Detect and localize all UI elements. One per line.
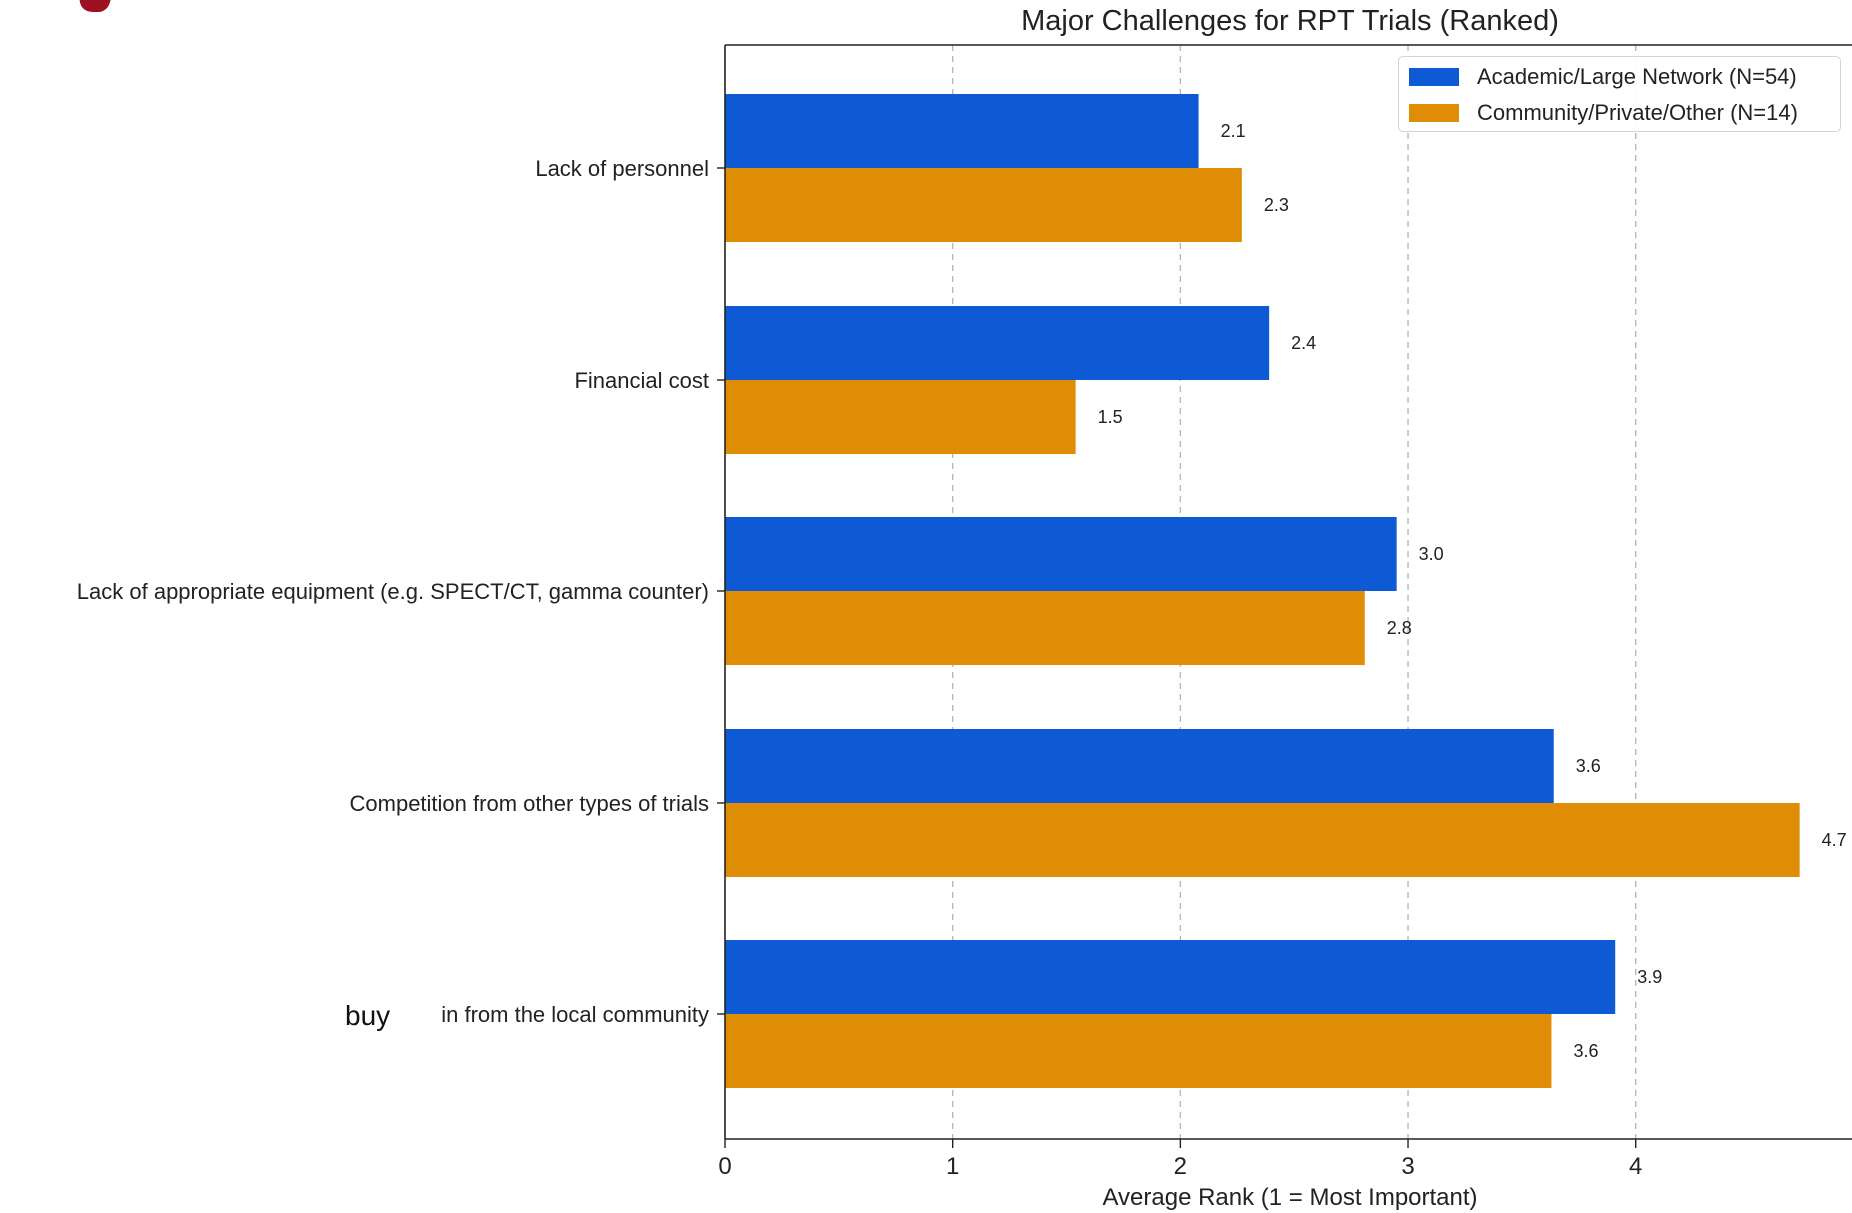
- legend-item-community: Community/Private/Other (N=14): [1409, 99, 1798, 127]
- category-prefix-overlay: buy: [345, 1000, 390, 1031]
- y-category-label-0: Lack of personnel: [535, 156, 709, 181]
- data-label-community-1: 1.5: [1098, 407, 1123, 427]
- y-category-label-1: Financial cost: [574, 368, 709, 393]
- bar-community-2: [725, 591, 1365, 665]
- bar-community-3: [725, 803, 1800, 877]
- chart-title: Major Challenges for RPT Trials (Ranked): [1021, 5, 1559, 37]
- bar-academic-3: [725, 729, 1554, 803]
- x-axis-label: Average Rank (1 = Most Important): [1102, 1184, 1477, 1211]
- bar-academic-2: [725, 517, 1397, 591]
- legend-item-academic: Academic/Large Network (N=54): [1409, 63, 1797, 91]
- bar-academic-4: [725, 940, 1616, 1014]
- legend-label-academic: Academic/Large Network (N=54): [1477, 64, 1797, 89]
- legend-swatch-community: [1409, 104, 1459, 122]
- x-tick-label-1: 1: [946, 1153, 959, 1180]
- x-tick-label-2: 2: [1174, 1153, 1187, 1180]
- x-tick-label-4: 4: [1629, 1153, 1642, 1180]
- data-label-academic-1: 2.4: [1291, 333, 1316, 353]
- bar-community-4: [725, 1014, 1552, 1088]
- bar-academic-0: [725, 94, 1199, 168]
- data-label-community-3: 4.7: [1822, 830, 1847, 850]
- data-label-academic-4: 3.9: [1637, 967, 1662, 987]
- x-tick-label-0: 0: [718, 1153, 731, 1180]
- label-layer: Major Challenges for RPT Trials (Ranked)…: [77, 5, 1847, 1211]
- legend-swatch-academic: [1409, 68, 1459, 86]
- data-label-community-2: 2.8: [1387, 618, 1412, 638]
- bar-community-0: [725, 168, 1242, 242]
- axis-layer: [717, 44, 1852, 1148]
- data-label-academic-0: 2.1: [1221, 121, 1246, 141]
- data-label-community-4: 3.6: [1573, 1041, 1598, 1061]
- bar-community-1: [725, 380, 1076, 454]
- y-category-label-3: Competition from other types of trials: [350, 791, 709, 816]
- data-label-academic-3: 3.6: [1576, 756, 1601, 776]
- y-category-label-2: Lack of appropriate equipment (e.g. SPEC…: [77, 579, 709, 604]
- data-label-academic-2: 3.0: [1419, 544, 1444, 564]
- y-category-label-4: in from the local community: [441, 1002, 709, 1027]
- bar-layer: [725, 94, 1800, 1088]
- legend-label-community: Community/Private/Other (N=14): [1477, 100, 1798, 125]
- x-tick-label-3: 3: [1401, 1153, 1414, 1180]
- data-label-community-0: 2.3: [1264, 195, 1289, 215]
- legend: Academic/Large Network (N=54) Community/…: [1398, 56, 1841, 132]
- bar-academic-1: [725, 306, 1270, 380]
